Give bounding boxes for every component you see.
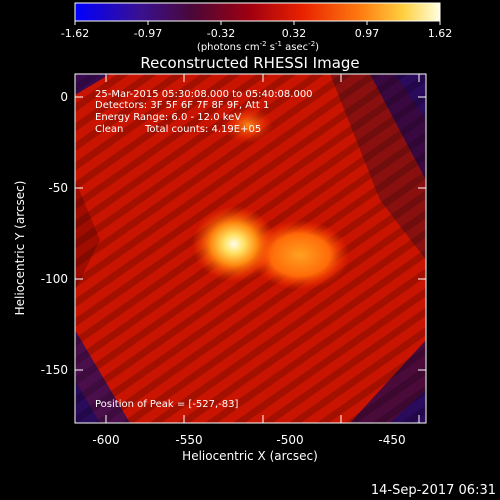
colorbar-ticks xyxy=(74,21,441,25)
info-time-range: 25-Mar-2015 05:30:08.000 to 05:40:08.000 xyxy=(95,89,313,100)
x-tick-label: -450 xyxy=(378,433,405,447)
rhessi-image xyxy=(75,74,426,423)
colorbar-tick-label: 1.62 xyxy=(428,27,453,40)
timestamp: 14-Sep-2017 06:31 xyxy=(371,483,496,498)
plot-frame xyxy=(74,73,427,424)
x-axis-ticks xyxy=(105,74,420,423)
y-tick-label: -150 xyxy=(41,363,68,377)
info-detectors: Detectors: 3F 5F 6F 7F 8F 9F, Att 1 xyxy=(95,100,269,111)
peak-position-label: Position of Peak = [-527,-83] xyxy=(95,399,239,410)
colorbar-units: (photons cm-2 s-1 asec-2) xyxy=(197,40,319,53)
colorbar-tick-label: 0.97 xyxy=(355,27,380,40)
x-tick-label: -600 xyxy=(92,433,119,447)
y-tick-label: 0 xyxy=(60,90,68,104)
x-axis-label: Heliocentric X (arcsec) xyxy=(182,449,318,463)
x-tick-label: -550 xyxy=(175,433,202,447)
info-method: Clean xyxy=(95,124,123,135)
y-axis-label: Heliocentric Y (arcsec) xyxy=(13,181,27,316)
colorbar-tick-label: -0.97 xyxy=(134,27,162,40)
plot-title: Reconstructed RHESSI Image xyxy=(140,54,359,72)
y-axis-ticks xyxy=(75,96,426,371)
colorbar xyxy=(74,2,441,22)
x-tick-label: -500 xyxy=(276,433,303,447)
info-energy-range: Energy Range: 6.0 - 12.0 keV xyxy=(95,112,241,123)
info-total-counts: Total counts: 4.19E+05 xyxy=(144,124,261,135)
y-tick-label: -50 xyxy=(48,181,68,195)
colorbar-tick-label: 0.32 xyxy=(282,27,307,40)
colorbar-tick-label: -0.32 xyxy=(207,27,235,40)
y-tick-label: -100 xyxy=(41,272,68,286)
colorbar-tick-label: -1.62 xyxy=(61,27,89,40)
